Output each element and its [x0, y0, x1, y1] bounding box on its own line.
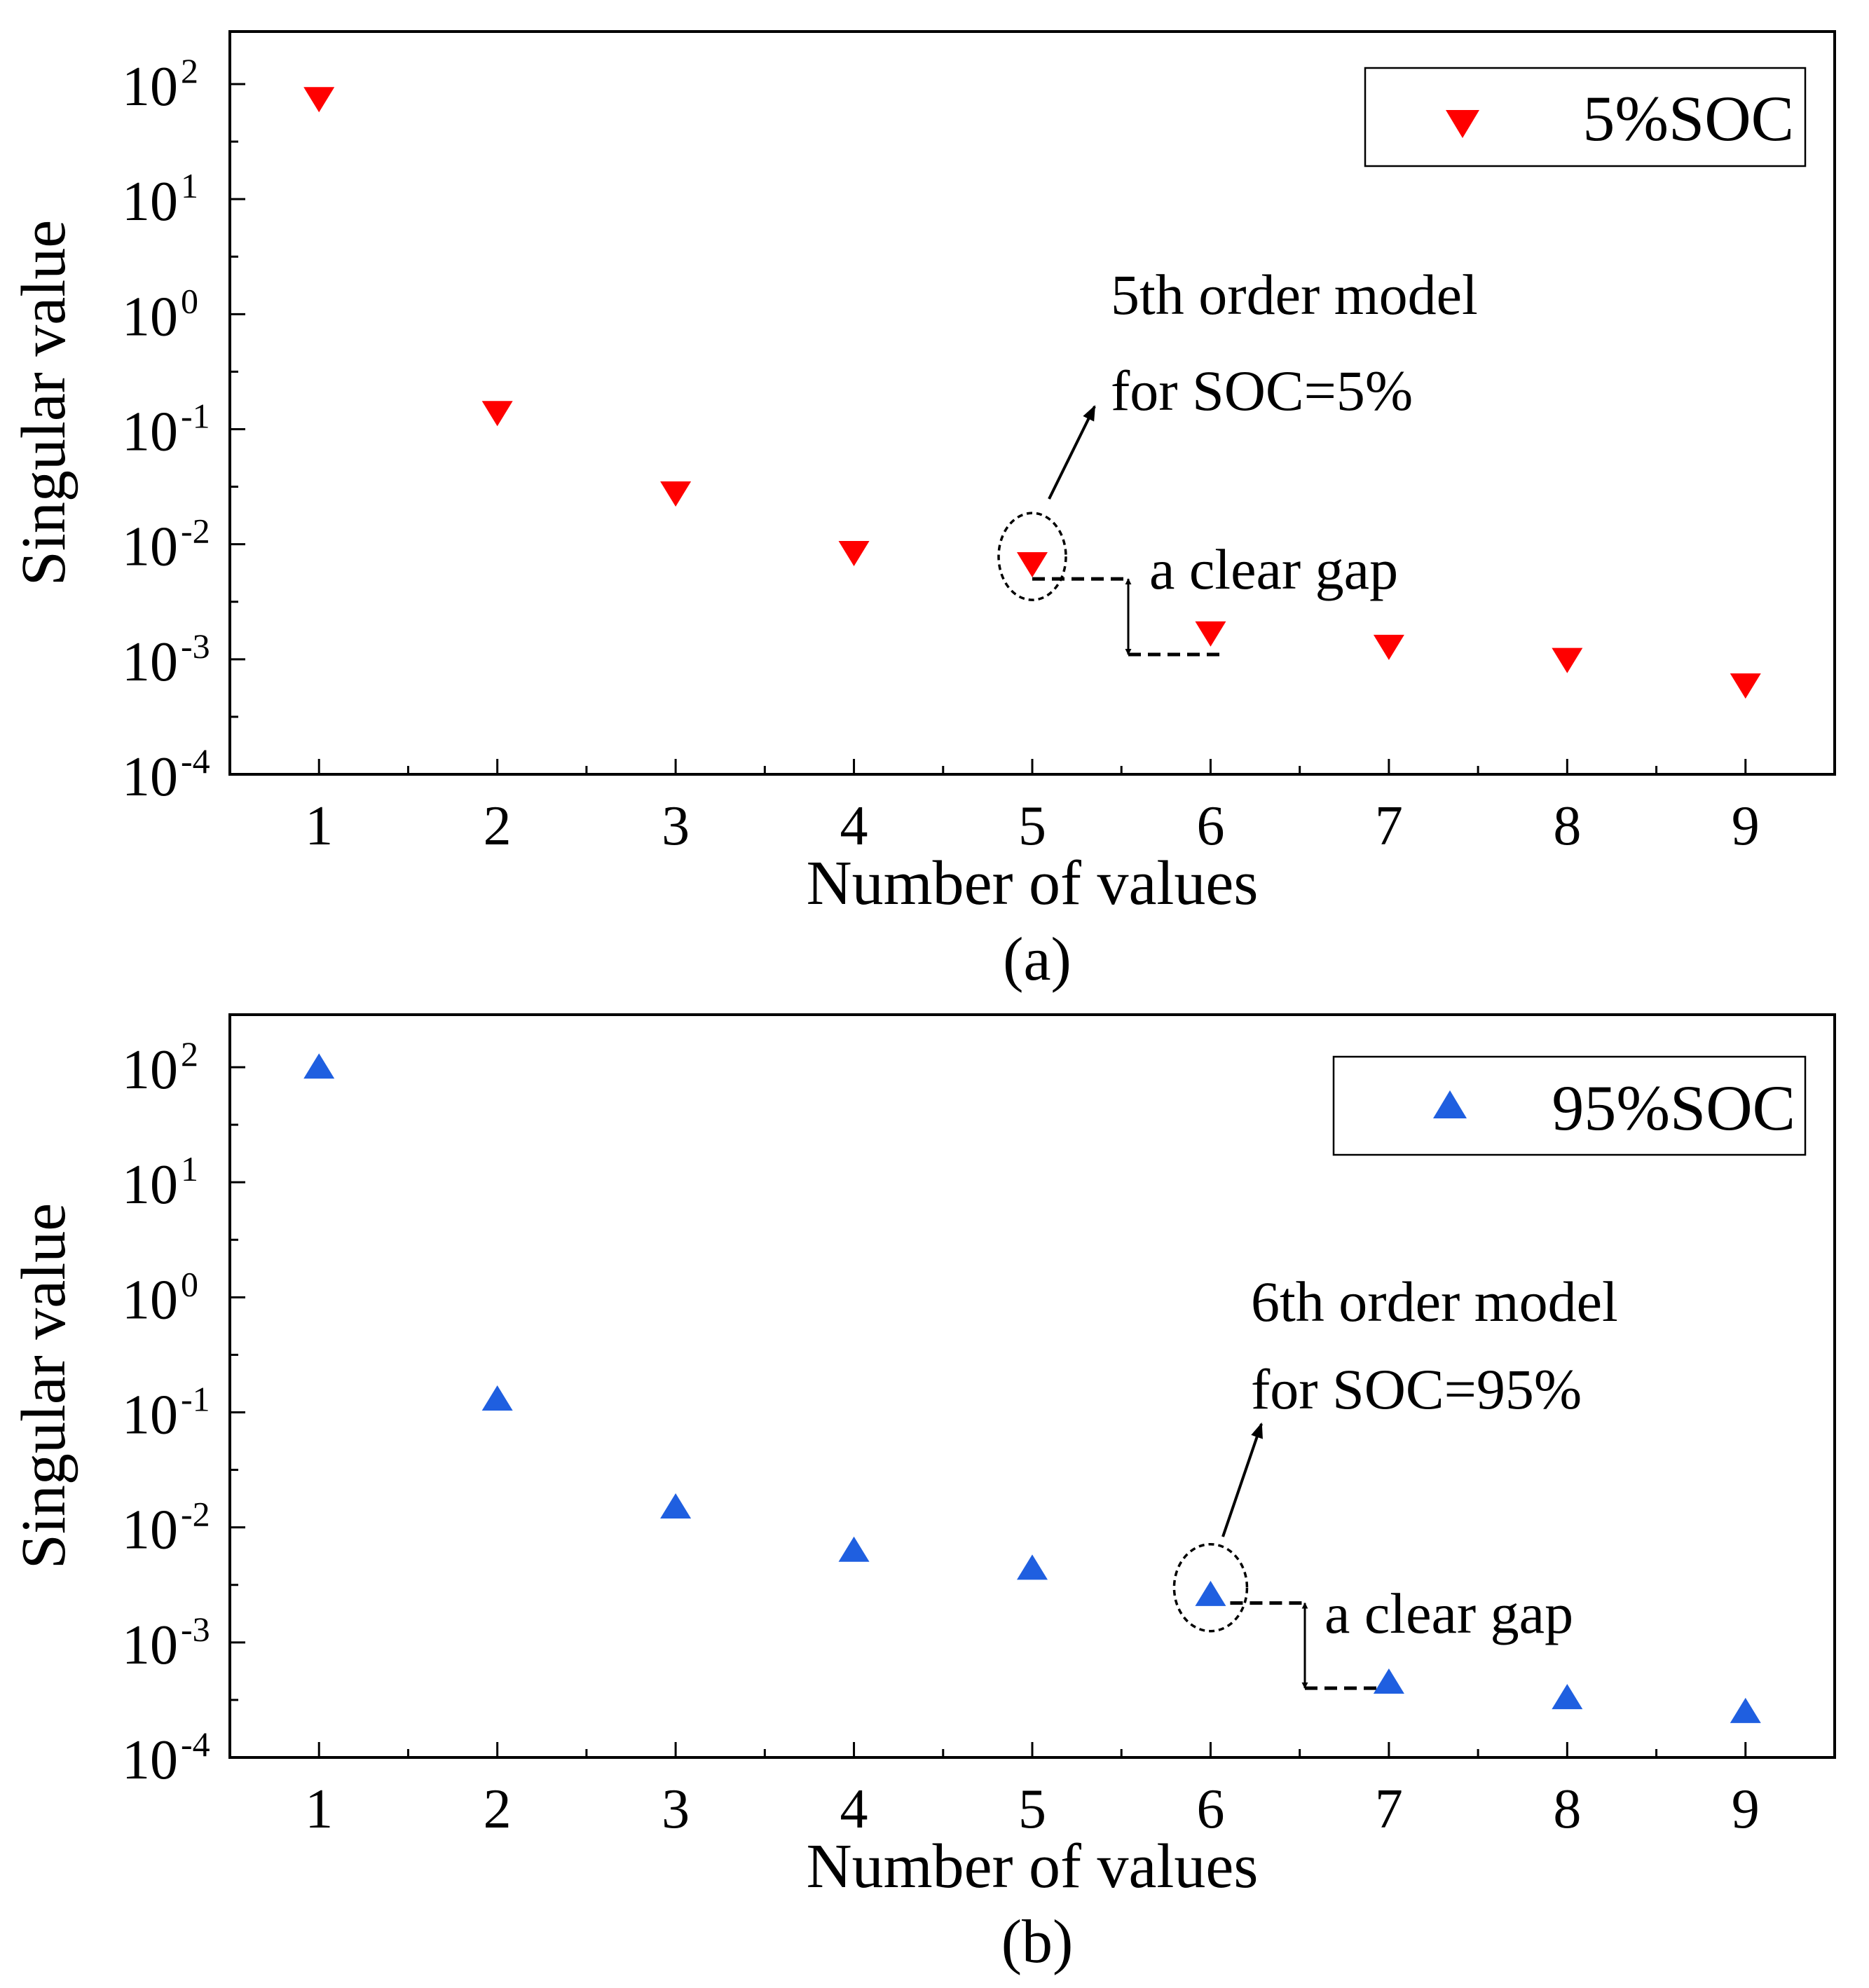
annotation-arrow	[1221, 1422, 1263, 1537]
y-tick-exponent: 1	[181, 1149, 198, 1188]
legend-box	[1332, 1055, 1807, 1156]
data-point	[303, 87, 335, 113]
data-point	[1373, 634, 1404, 660]
x-tick-label: 2	[484, 795, 512, 857]
data-point	[481, 401, 513, 427]
data-point	[1552, 1684, 1583, 1710]
legend-marker	[1433, 1090, 1467, 1118]
x-tick-label: 7	[1375, 795, 1403, 857]
y-tick-label: 10	[122, 1154, 178, 1216]
x-tick-label: 5	[1018, 1778, 1046, 1840]
y-tick-exponent: -1	[181, 397, 210, 436]
x-axis-title: Number of values	[807, 1832, 1259, 1901]
data-point	[1195, 621, 1226, 647]
data-point	[838, 541, 870, 567]
legend-marker	[1446, 110, 1479, 138]
data-point	[1195, 1580, 1226, 1606]
panel-caption-a: (a)	[1003, 926, 1072, 994]
data-point	[481, 1385, 513, 1411]
x-tick-label: 3	[662, 1778, 690, 1840]
y-tick-exponent: -4	[181, 741, 210, 781]
model-annotation-line1: 6th order model	[1251, 1270, 1618, 1334]
y-axis-title: Singular value	[9, 1203, 78, 1569]
data-point	[1017, 551, 1048, 577]
data-point	[1552, 647, 1583, 673]
highlight-circle	[1172, 1542, 1249, 1633]
model-annotation-line2: for SOC=5%	[1111, 359, 1413, 423]
y-tick-exponent: 2	[181, 1034, 198, 1074]
data-point	[1373, 1668, 1404, 1694]
x-tick-label: 5	[1018, 795, 1046, 857]
data-point	[1730, 673, 1761, 699]
x-tick-label: 7	[1375, 1778, 1403, 1840]
gap-label: a clear gap	[1149, 537, 1398, 601]
y-tick-label: 10	[122, 286, 178, 348]
x-axis-title: Number of values	[807, 849, 1259, 918]
data-point	[1017, 1554, 1048, 1580]
highlight-circle	[997, 512, 1067, 601]
x-tick-label: 2	[484, 1778, 512, 1840]
y-tick-label: 10	[122, 631, 178, 693]
data-point	[303, 1053, 335, 1079]
legend-label: 5%SOC	[1582, 83, 1794, 154]
y-tick-label: 10	[122, 1269, 178, 1331]
y-tick-label: 10	[122, 1385, 178, 1446]
y-tick-label: 10	[122, 746, 178, 808]
x-tick-label: 9	[1732, 1778, 1760, 1840]
x-tick-label: 1	[305, 1778, 333, 1840]
x-tick-label: 4	[840, 1778, 868, 1840]
x-tick-label: 9	[1732, 795, 1760, 857]
annotation-arrow	[1048, 405, 1096, 500]
y-tick-exponent: -3	[181, 1610, 210, 1649]
x-tick-label: 6	[1196, 1778, 1224, 1840]
data-point	[838, 1536, 870, 1562]
x-tick-label: 8	[1553, 795, 1581, 857]
y-tick-exponent: -2	[181, 512, 210, 551]
data-point	[1730, 1697, 1761, 1723]
y-tick-exponent: 2	[181, 51, 198, 90]
x-tick-label: 8	[1553, 1778, 1581, 1840]
y-tick-label: 10	[122, 56, 178, 118]
legend-label: 95%SOC	[1552, 1072, 1795, 1144]
y-tick-exponent: 1	[181, 166, 198, 205]
y-tick-exponent: 0	[181, 1264, 198, 1303]
y-tick-exponent: 0	[181, 281, 198, 320]
gap-label: a clear gap	[1324, 1582, 1573, 1645]
y-tick-exponent: -4	[181, 1725, 210, 1764]
y-axis-title: Singular value	[9, 220, 78, 586]
y-tick-exponent: -1	[181, 1380, 210, 1419]
y-tick-exponent: -2	[181, 1495, 210, 1534]
legend-box	[1364, 67, 1807, 167]
data-point	[660, 481, 692, 507]
y-tick-label: 10	[122, 516, 178, 578]
y-tick-label: 10	[122, 402, 178, 463]
data-point	[660, 1493, 692, 1519]
y-tick-label: 10	[122, 1039, 178, 1101]
y-tick-exponent: -3	[181, 626, 210, 666]
model-annotation-line1: 5th order model	[1111, 263, 1478, 327]
y-tick-label: 10	[122, 1500, 178, 1561]
panel-caption-b: (b)	[1001, 1908, 1074, 1976]
y-tick-label: 10	[122, 1729, 178, 1791]
model-annotation-line2: for SOC=95%	[1251, 1357, 1582, 1421]
x-tick-label: 4	[840, 795, 868, 857]
x-tick-label: 1	[305, 795, 333, 857]
x-tick-label: 6	[1196, 795, 1224, 857]
x-tick-label: 3	[662, 795, 690, 857]
y-tick-label: 10	[122, 171, 178, 233]
y-tick-label: 10	[122, 1615, 178, 1676]
